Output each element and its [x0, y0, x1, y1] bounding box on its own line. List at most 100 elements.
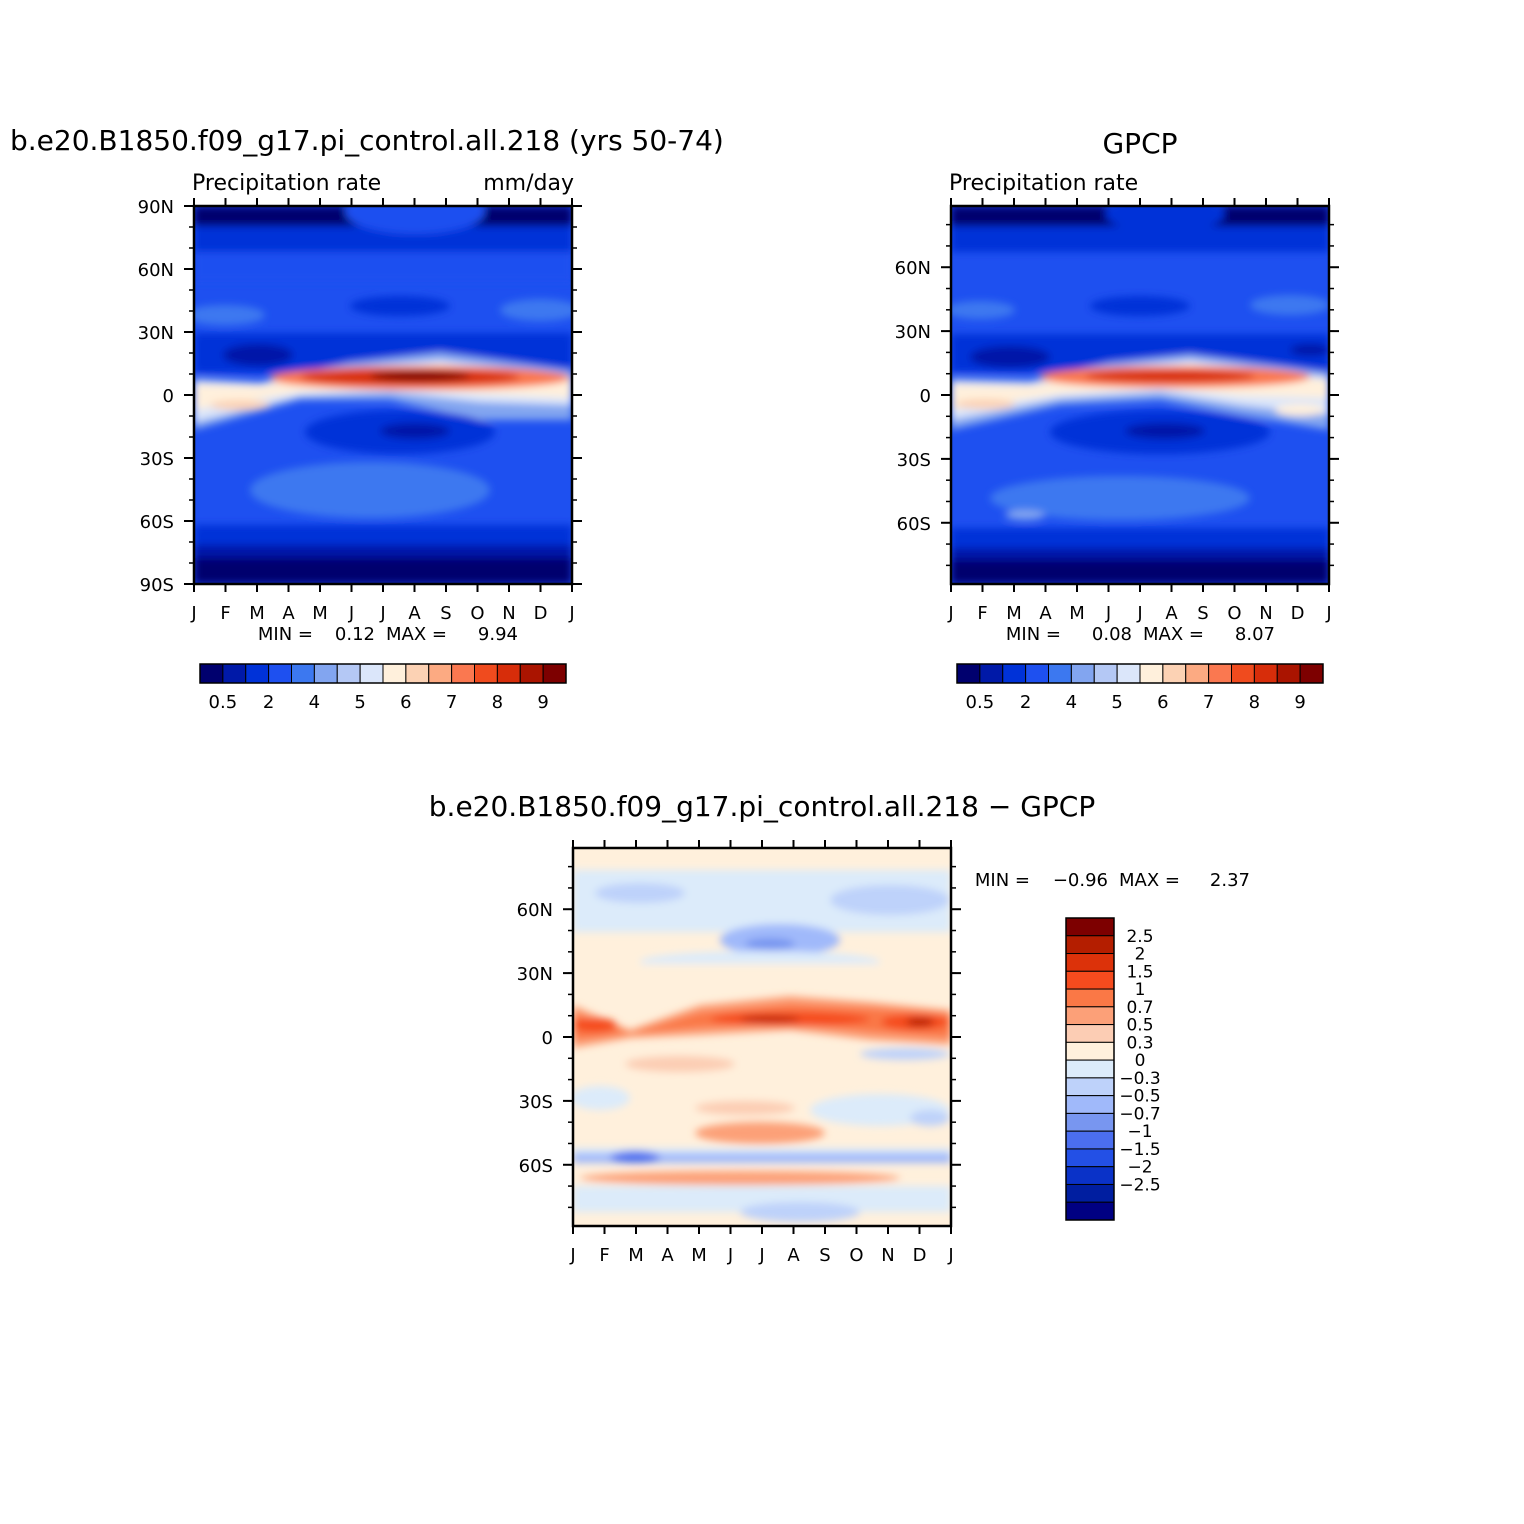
x-tick-label: N [502, 603, 515, 624]
panel-obs-min-value: 0.08 [1092, 624, 1132, 645]
colorbar-label: 2 [1135, 945, 1146, 965]
panel-obs-subtitle-left: Precipitation rate [949, 171, 1138, 196]
colorbar-label: 0.3 [1126, 1033, 1153, 1053]
colorbar-box [1208, 663, 1232, 684]
panel-obs-field [951, 206, 1329, 584]
colorbar-box [359, 663, 384, 684]
x-tick-label: J [947, 1245, 953, 1266]
colorbar-box [1065, 1024, 1115, 1043]
x-tick-label: A [1039, 603, 1052, 624]
y-tick-label: 30N [895, 322, 931, 343]
colorbar-box [451, 663, 475, 684]
y-tick-label: 30S [519, 1092, 553, 1113]
colorbar-box [1065, 1112, 1115, 1132]
y-tick-label: 60N [517, 900, 553, 921]
colorbar-label: −2 [1127, 1158, 1152, 1178]
x-tick-label: F [977, 603, 987, 624]
x-tick-label: F [599, 1245, 609, 1266]
x-tick-label: J [569, 1245, 575, 1266]
panel-obs-min-label: MIN = [1006, 624, 1061, 645]
colorbar-label: 5 [354, 692, 365, 713]
panel-diff: b.e20.B1850.f09_g17.pi_control.all.218 −… [429, 790, 1250, 1266]
y-tick-label: 30N [517, 964, 553, 985]
x-tick-label: O [1227, 603, 1241, 624]
x-tick-label: M [628, 1245, 644, 1266]
x-tick-label: J [947, 603, 953, 624]
colorbar-box [222, 663, 247, 684]
panel-obs-max-value: 8.07 [1235, 624, 1275, 645]
colorbar-label: −2.5 [1119, 1175, 1160, 1195]
colorbar-label: 1.5 [1126, 962, 1153, 982]
colorbar-box [268, 663, 292, 684]
colorbar-box [1065, 1095, 1115, 1114]
colorbar-box [1065, 1166, 1115, 1185]
colorbar-label: 7 [1203, 692, 1214, 713]
panel-model-min-value: 0.12 [335, 624, 375, 645]
x-tick-label: J [190, 603, 196, 624]
colorbar-box [1065, 1059, 1115, 1079]
panel-model-subtitle-right: mm/day [483, 171, 574, 196]
colorbar-box [199, 663, 224, 684]
x-tick-label: M [1006, 603, 1022, 624]
colorbar-box [313, 663, 338, 684]
y-tick-label: 60N [895, 258, 931, 279]
colorbar-frame [199, 663, 567, 684]
y-tick-label: 30N [138, 323, 174, 344]
colorbar-box [336, 663, 361, 684]
colorbar-box [1065, 1183, 1115, 1203]
x-tick-label: J [1325, 603, 1331, 624]
panel-model-min-label: MIN = [258, 624, 313, 645]
colorbar-label: 1 [1135, 980, 1146, 1000]
y-tick-label: 90N [138, 197, 174, 218]
x-tick-label: A [282, 603, 295, 624]
colorbar-label: −0.7 [1119, 1104, 1160, 1124]
y-tick-label: 60N [138, 260, 174, 281]
colorbar-box [474, 663, 498, 684]
y-tick-label: 0 [163, 386, 174, 407]
x-tick-label: M [249, 603, 265, 624]
y-tick-label: 0 [920, 386, 931, 407]
x-tick-label: S [819, 1245, 830, 1266]
colorbar-box [1048, 663, 1072, 684]
colorbar-box [428, 663, 453, 684]
colorbar-box [1002, 663, 1027, 684]
colorbar-label: 2 [263, 692, 274, 713]
colorbar-box [1116, 663, 1141, 684]
colorbar-label: 4 [309, 692, 320, 713]
colorbar-box [1299, 663, 1324, 684]
panel-model-max-label: MAX = [386, 624, 447, 645]
colorbar-box [542, 663, 567, 684]
panel-model-max-value: 9.94 [478, 624, 518, 645]
y-tick-label: 30S [897, 450, 931, 471]
x-tick-label: D [534, 603, 548, 624]
colorbar-box [1065, 935, 1115, 955]
colorbar-box [245, 663, 270, 684]
x-tick-label: J [1136, 603, 1142, 624]
panel-model: b.e20.B1850.f09_g17.pi_control.all.218 (… [10, 124, 724, 713]
x-tick-label: N [1259, 603, 1272, 624]
x-tick-label: S [440, 603, 451, 624]
panel-model-subtitle-left: Precipitation rate [192, 171, 381, 196]
colorbar-label: 0.5 [1126, 1016, 1153, 1036]
x-tick-label: N [881, 1245, 894, 1266]
panel-diff-max-value: 2.37 [1210, 870, 1250, 891]
colorbar-box [519, 663, 544, 684]
colorbar-label: −0.3 [1119, 1069, 1160, 1089]
colorbar-frame [1065, 917, 1115, 1221]
x-tick-label: A [408, 603, 421, 624]
x-tick-label: M [1069, 603, 1085, 624]
colorbar-box [979, 663, 1004, 684]
x-tick-label: O [849, 1245, 863, 1266]
colorbar-box [291, 663, 315, 684]
y-tick-label: 30S [140, 449, 174, 470]
x-tick-label: S [1197, 603, 1208, 624]
panel-obs-max-label: MAX = [1143, 624, 1204, 645]
colorbar-box [1065, 970, 1115, 990]
colorbar-box [1065, 1006, 1115, 1026]
panel-obs-colorbar: 0.5 2 4 5 6 7 8 9 [956, 663, 1324, 713]
colorbar-label: 0 [1135, 1051, 1146, 1071]
